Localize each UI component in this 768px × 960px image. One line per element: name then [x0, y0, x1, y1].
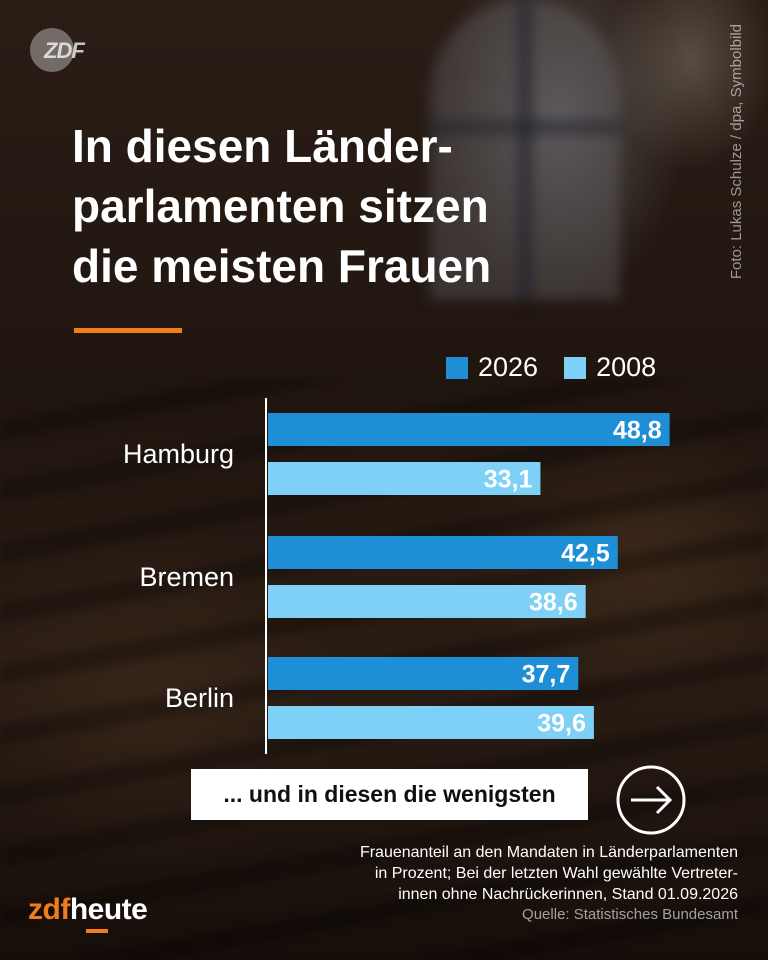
- arrow-right-circle-icon[interactable]: [615, 764, 687, 836]
- brand-part-heute: heute: [69, 893, 148, 926]
- zdf-logo-circle: [30, 28, 74, 72]
- title-line: In diesen Länder-: [72, 120, 453, 172]
- data-label-2008-berlin: 39,6: [537, 710, 586, 738]
- data-label-2026-berlin: 37,7: [522, 661, 571, 689]
- data-label-2026-hamburg: 48,8: [613, 417, 662, 445]
- footnote-line: innen ohne Nachrückerinnen, Stand 01.09.…: [398, 886, 738, 903]
- brand-part-zdf: zdf: [28, 893, 70, 926]
- category-label-bremen: Bremen: [139, 562, 234, 592]
- category-label-hamburg: Hamburg: [123, 439, 234, 469]
- legend-item-2026: 2026: [446, 352, 538, 383]
- source-text: Quelle: Statistisches Bundesamt: [522, 906, 738, 923]
- zdf-logo: ZDF: [44, 38, 85, 63]
- title-line: parlamenten sitzen: [72, 180, 489, 232]
- chart-legend: 2026 2008: [446, 352, 656, 383]
- bar-2026-bremen: [268, 536, 618, 569]
- legend-swatch-2008: [564, 356, 587, 379]
- footnote-line: in Prozent; Bei der letzten Wahl gewählt…: [374, 865, 738, 882]
- next-page-button[interactable]: ... und in diesen die wenigsten: [191, 769, 588, 820]
- background-window: [430, 0, 620, 300]
- legend-item-2008: 2008: [564, 352, 656, 383]
- category-label-berlin: Berlin: [165, 683, 234, 713]
- bar-2008-berlin: [268, 706, 594, 739]
- chart-title: In diesen Länder- parlamenten sitzen die…: [72, 116, 632, 296]
- data-label-2008-bremen: 38,6: [529, 589, 578, 617]
- title-line: die meisten Frauen: [72, 240, 492, 292]
- legend-swatch-2026: [446, 356, 468, 379]
- brand-underline: [86, 929, 108, 933]
- title-accent-line: [74, 328, 182, 333]
- footnote: Frauenanteil an den Mandaten in Länderpa…: [278, 842, 738, 905]
- zdfheute-logo: zdfheute: [28, 893, 148, 927]
- bar-2008-bremen: [268, 585, 586, 618]
- legend-label-2026: 2026: [478, 352, 539, 382]
- bar-2026-hamburg: [268, 413, 670, 446]
- footnote-line: Frauenanteil an den Mandaten in Länderpa…: [359, 844, 738, 861]
- bar-2026-berlin: [268, 657, 579, 690]
- data-label-2026-bremen: 42,5: [561, 540, 610, 568]
- bar-2008-hamburg: [268, 462, 541, 495]
- legend-label-2008: 2008: [596, 352, 657, 382]
- data-label-2008-hamburg: 33,1: [484, 466, 533, 494]
